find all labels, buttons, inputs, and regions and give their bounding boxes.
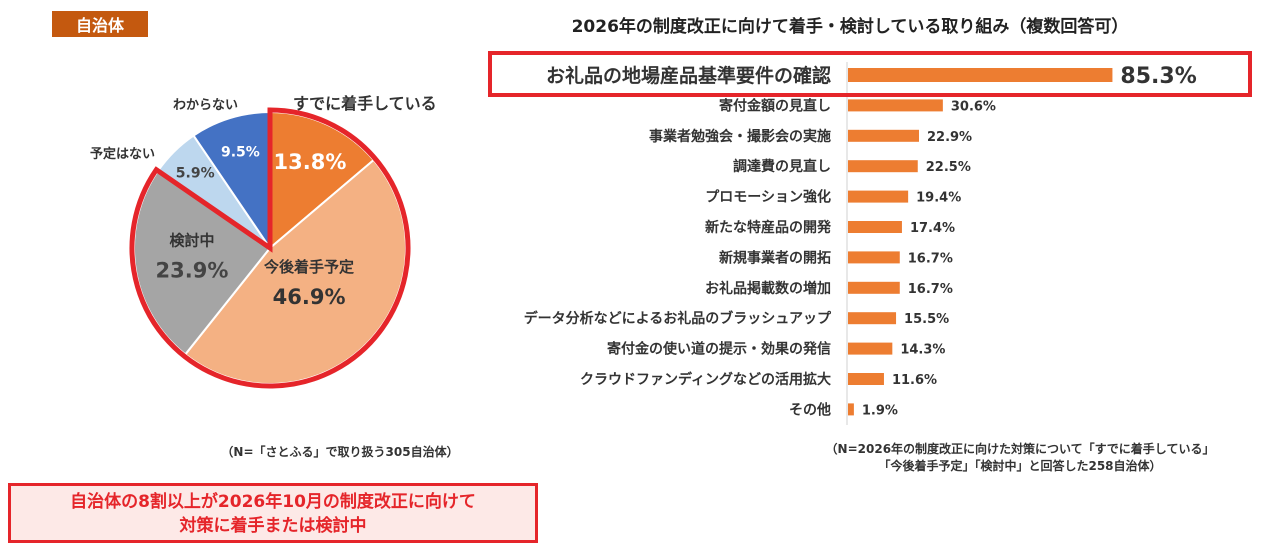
pie-value-label: 13.8% <box>274 150 347 174</box>
bar <box>848 68 1113 82</box>
bar-value-label: 17.4% <box>910 221 955 236</box>
bar <box>848 129 919 142</box>
bar-value-label: 22.5% <box>926 160 971 175</box>
bar <box>848 160 918 173</box>
bar-value-label: 14.3% <box>900 343 945 358</box>
summary-line1: 自治体の8割以上が2026年10月の制度改正に向けて <box>70 492 476 512</box>
summary-line2: 対策に着手または検討中 <box>179 516 367 536</box>
pie-slice-name: 検討中 <box>169 232 214 250</box>
bar <box>848 99 943 112</box>
bar-chart: 85.3% お礼品の地場産品基準要件の確認 30.6% 寄付金額の見直し 22.9% 事業… <box>488 51 1252 425</box>
bar-category-label: 寄付金の使い道の提示・効果の発信 <box>607 341 831 358</box>
bar-category-label: 事業者勉強会・撮影会の実施 <box>649 128 831 145</box>
bar <box>848 251 900 264</box>
bar-category-label: お礼品掲載数の増加 <box>705 280 831 297</box>
bar-value-label: 30.6% <box>951 99 996 114</box>
bar-category-label: データ分析などによるお礼品のブラッシュアップ <box>524 310 832 327</box>
category-tag: 自治体 <box>52 11 148 37</box>
bar-value-label: 15.5% <box>904 312 949 327</box>
pie-footnote: （N=「さとふる」で取り扱う305自治体） <box>221 445 459 459</box>
bar-category-label: 調達費の見直し <box>733 158 831 175</box>
bar-footnote-line1: （N=2026年の制度改正に向けた対策について「すでに着手している」 <box>825 442 1215 456</box>
bar-category-label: 新規事業者の開拓 <box>719 249 831 266</box>
bar-value-label: 11.6% <box>892 373 937 388</box>
bar-value-label: 19.4% <box>916 191 961 206</box>
pie-slice-name: 今後着手予定 <box>263 258 354 276</box>
bar <box>848 403 854 416</box>
bar-footnote-line2: 「今後着手予定」「検討中」と回答した258自治体） <box>878 459 1162 473</box>
bar <box>848 190 909 203</box>
pie-slice-name: わからない <box>173 98 238 113</box>
bar <box>848 221 902 233</box>
bar-value-label: 16.7% <box>908 282 953 297</box>
bar-category-label: プロモーション強化 <box>705 189 831 206</box>
bar-category-label: その他 <box>789 401 831 418</box>
bar <box>848 373 884 385</box>
bar <box>848 312 897 325</box>
bar-highlight-box <box>488 51 1252 97</box>
bar <box>848 342 893 355</box>
bar-category-label: 寄付金額の見直し <box>719 97 831 114</box>
bar-value-label: 85.3% <box>1120 64 1196 89</box>
pie-slice-name: すでに着手している <box>293 94 437 113</box>
summary-callout: 自治体の8割以上が2026年10月の制度改正に向けて 対策に着手または検討中 <box>8 483 538 543</box>
pie-value-label: 9.5% <box>221 145 260 161</box>
pie-highlight-outline <box>129 107 411 389</box>
pie-value-label: 23.9% <box>156 259 229 283</box>
pie-value-label: 46.9% <box>273 285 346 309</box>
pie-slice-name: 予定はない <box>90 146 155 162</box>
bar-category-label: 新たな特産品の開発 <box>705 219 832 236</box>
bar-value-label: 22.9% <box>927 130 972 145</box>
bar <box>848 281 900 294</box>
bar-value-label: 16.7% <box>908 251 953 266</box>
pie-value-label: 5.9% <box>176 166 215 182</box>
bar-category-label: お礼品の地場産品基準要件の確認 <box>546 64 831 87</box>
bar-category-label: クラウドファンディングなどの活用拡大 <box>580 371 831 388</box>
bar-footnote: （N=2026年の制度改正に向けた対策について「すでに着手している」 「今後着手… <box>770 441 1268 475</box>
bar-chart-title: 2026年の制度改正に向けて着手・検討している取り組み（複数回答可） <box>571 17 1129 37</box>
bar-value-label: 1.9% <box>862 403 898 418</box>
